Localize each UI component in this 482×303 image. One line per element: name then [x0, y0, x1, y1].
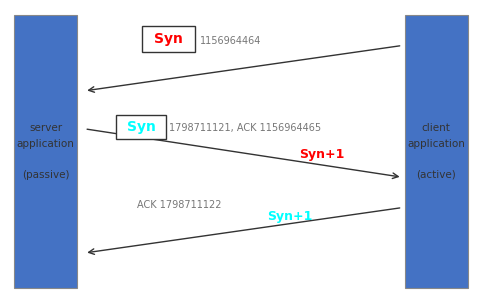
- Text: 1156964464: 1156964464: [200, 36, 261, 46]
- Bar: [405, 15, 468, 288]
- Text: server
application

(passive): server application (passive): [17, 123, 75, 180]
- Text: 1798711121, ACK 1156964465: 1798711121, ACK 1156964465: [169, 123, 321, 134]
- Text: ACK 1798711122: ACK 1798711122: [137, 200, 222, 211]
- FancyBboxPatch shape: [116, 115, 166, 139]
- Text: Syn: Syn: [154, 32, 183, 46]
- Text: client
application

(active): client application (active): [407, 123, 465, 180]
- Text: Syn+1: Syn+1: [299, 148, 344, 161]
- FancyBboxPatch shape: [142, 26, 195, 52]
- Text: Syn: Syn: [127, 120, 155, 134]
- Bar: [14, 15, 77, 288]
- Text: Syn+1: Syn+1: [268, 211, 313, 223]
